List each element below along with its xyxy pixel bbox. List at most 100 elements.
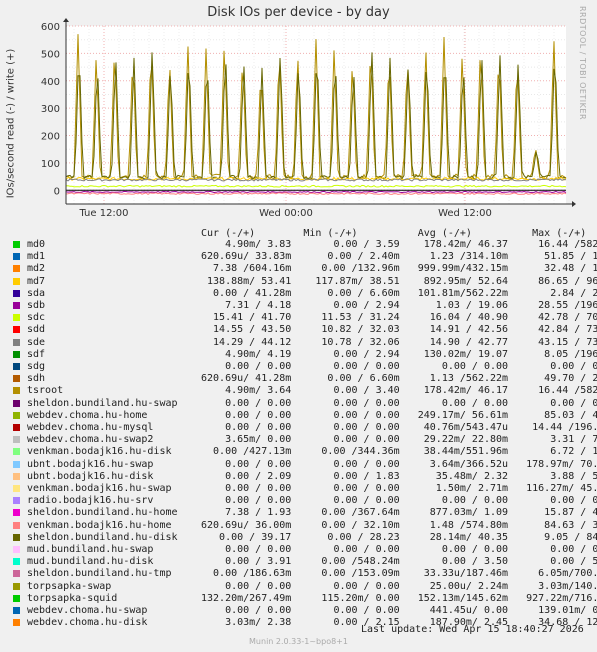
legend-series-name: mud.bundiland.hu-disk	[27, 556, 154, 568]
legend-series-name: venkman.bodajk16.hu-disk	[27, 446, 172, 458]
legend-swatch	[13, 497, 20, 505]
legend-swatch	[13, 436, 20, 444]
legend-values: 0.00 / 0.00 0.00 / 0.00 0.00 / 0.00 0.00…	[201, 495, 597, 507]
legend-series-name: webdev.choma.hu-mysql	[27, 422, 154, 433]
legend-values: 4.90m/ 3.83 0.00 / 3.59 178.42m/ 46.37 1…	[201, 239, 597, 250]
chart-title: Disk IOs per device - by day	[207, 5, 390, 20]
legend-swatch	[13, 277, 20, 285]
legend-series-name: webdev.choma.hu-disk	[27, 617, 148, 629]
legend-values: 620.69u/ 41.28m 0.00 / 6.60m 1.13 /562.2…	[201, 373, 597, 385]
legend-swatch	[13, 338, 20, 346]
legend-swatch	[13, 387, 20, 395]
legend-series-name: sde	[27, 336, 46, 348]
chart-plot: 600 500 400 300 200 100 0 Tue 12:00 Wed 00:00 Wed…	[41, 18, 576, 219]
legend-swatch	[13, 521, 20, 529]
legend-series-name: sdg	[27, 361, 46, 372]
y-tick-label: 400	[41, 77, 60, 88]
legend-series-name: mud.bundiland.hu-swap	[27, 544, 154, 555]
legend-swatch	[13, 253, 20, 261]
legend-values: 138.88m/ 53.41 117.87m/ 38.51 892.95m/ 5…	[201, 275, 597, 287]
legend-series-name: sdb	[27, 300, 46, 311]
x-tick-label: Wed 12:00	[438, 208, 492, 219]
legend-swatch	[13, 594, 20, 602]
legend-values: 4.90m/ 4.19 0.00 / 2.94 130.02m/ 19.07 8…	[201, 348, 597, 360]
legend-series-name: sheldon.bundiland.hu-disk	[27, 531, 178, 543]
legend-series-name: webdev.choma.hu-swap2	[27, 434, 154, 446]
legend-swatch	[13, 619, 20, 627]
legend-values: 0.00 / 0.00 0.00 / 0.00 0.00 / 0.00 0.00…	[201, 544, 597, 555]
legend-values: 0.00 / 0.00 0.00 / 0.00 0.00 / 0.00 0.00…	[201, 361, 597, 372]
x-axis-arrow	[572, 201, 576, 207]
legend-values: 7.38 /604.16m 0.00 /132.96m 999.99m/432.…	[201, 263, 597, 275]
legend-values: 0.00 / 3.91 0.00 /548.24m 0.00 / 3.50 0.…	[201, 556, 597, 568]
y-axis-arrow	[63, 18, 69, 22]
legend-values: 0.00 /186.63m 0.00 /153.09m 33.33u/187.4…	[201, 568, 597, 580]
legend-series-name: torpsapka-squid	[27, 592, 118, 604]
legend-swatch	[13, 302, 20, 309]
series-line-md0	[65, 52, 567, 181]
legend-values: 7.31 / 4.18 0.00 / 2.94 1.03 / 19.06 28.…	[201, 300, 597, 311]
legend-swatch	[13, 533, 20, 541]
y-tick-label: 300	[41, 104, 60, 115]
series-line-tsroot	[65, 34, 567, 181]
legend-values: 15.41 / 41.70 11.53 / 31.24 16.04 / 40.9…	[201, 312, 597, 324]
legend-values: 0.00 /427.13m 0.00 /344.36m 38.44m/551.9…	[201, 446, 597, 458]
legend-swatch	[13, 289, 20, 297]
legend-swatch	[13, 509, 20, 517]
legend-series-name: venkman.bodajk16.hu-swap	[27, 483, 172, 494]
legend-series-name: sdc	[27, 312, 46, 324]
legend-swatch	[13, 411, 20, 419]
legend-values: 0.00 / 41.28m 0.00 / 6.60m 101.81m/562.2…	[201, 287, 597, 299]
legend-series-name: md0	[27, 239, 46, 250]
legend-swatch	[13, 546, 20, 553]
last-update: Last update: Wed Apr 15 18:40:27 2026	[361, 624, 584, 635]
legend-values: 620.69u/ 33.83m 0.00 / 2.40m 1.23 /314.1…	[201, 251, 597, 263]
legend-values: 0.00 / 39.17 0.00 / 28.23 28.14m/ 40.35 …	[201, 531, 597, 543]
legend-swatch	[13, 582, 20, 590]
rrdtool-credit: RRDTOOL / TOBI OETIKER	[578, 6, 587, 121]
legend-values: 7.38 / 1.93 0.00 /367.64m 877.03m/ 1.09 …	[201, 507, 597, 519]
legend-header: Cur (-/+) Min (-/+) Avg (-/+) Max (-/+)	[201, 228, 587, 239]
legend-series-name: md7	[27, 275, 46, 287]
legend-series-name: venkman.bodajk16.hu-home	[27, 519, 172, 531]
legend-values: 0.00 / 0.00 0.00 / 0.00 3.64m/366.52u 17…	[201, 458, 597, 470]
legend-swatch	[13, 448, 20, 456]
legend-values: 0.00 / 0.00 0.00 / 0.00 25.00u/ 2.24m 3.…	[201, 580, 597, 592]
legend-series-name: sheldon.bundiland.hu-swap	[27, 397, 178, 409]
y-tick-label: 100	[41, 159, 60, 170]
y-tick-label: 0	[54, 186, 60, 197]
legend-swatch	[13, 558, 20, 566]
legend-swatch	[13, 570, 20, 578]
legend-swatch	[13, 607, 20, 614]
legend-swatch	[13, 424, 20, 431]
legend-swatch	[13, 460, 20, 468]
legend-values: 0.00 / 2.09 0.00 / 1.83 35.48m/ 2.32 3.8…	[201, 470, 597, 482]
legend-series-name: md1	[27, 251, 46, 263]
legend-values: 3.03m/ 2.38 0.00 / 2.15 187.90m/ 2.45 34…	[201, 617, 597, 629]
legend-series-name: sheldon.bundiland.hu-tmp	[27, 568, 172, 580]
legend-swatch	[13, 326, 20, 334]
legend-values: 620.69u/ 36.00m 0.00 / 32.10m 1.48 /574.…	[201, 519, 597, 531]
legend-values: 14.29 / 44.12 10.78 / 32.06 14.90 / 42.7…	[201, 336, 597, 348]
legend-values: 14.55 / 43.50 10.82 / 32.03 14.91 / 42.5…	[201, 324, 597, 336]
series-line-venkman-home	[65, 192, 567, 196]
legend-series-name: sdf	[27, 348, 46, 360]
legend-swatch	[13, 375, 20, 383]
legend-swatch	[13, 399, 20, 407]
legend-series-name: sda	[27, 287, 46, 299]
legend-series-name: torpsapka-swap	[27, 580, 112, 592]
legend-series-name: md2	[27, 263, 46, 275]
legend-series-name: tsroot	[27, 385, 64, 397]
munin-version-footer: Munin 2.0.33-1~bpo8+1	[249, 637, 348, 646]
y-tick-label: 600	[41, 22, 60, 33]
legend-swatch	[13, 265, 20, 273]
y-tick-label: 500	[41, 49, 60, 60]
legend-values: 0.00 / 0.00 0.00 / 0.00 1.50m/ 2.71m 116…	[201, 483, 597, 494]
series-line-md7	[65, 176, 567, 181]
legend-series-name: sdh	[27, 373, 46, 385]
legend-swatch	[13, 472, 20, 480]
legend-values: 4.90m/ 3.64 0.00 / 3.40 178.42m/ 46.17 1…	[201, 385, 597, 397]
legend-values: 0.00 / 0.00 0.00 / 0.00 40.76m/543.47u 1…	[201, 422, 597, 433]
legend-values: 0.00 / 0.00 0.00 / 0.00 249.17m/ 56.61m …	[201, 409, 597, 421]
x-tick-label: Tue 12:00	[78, 208, 128, 219]
